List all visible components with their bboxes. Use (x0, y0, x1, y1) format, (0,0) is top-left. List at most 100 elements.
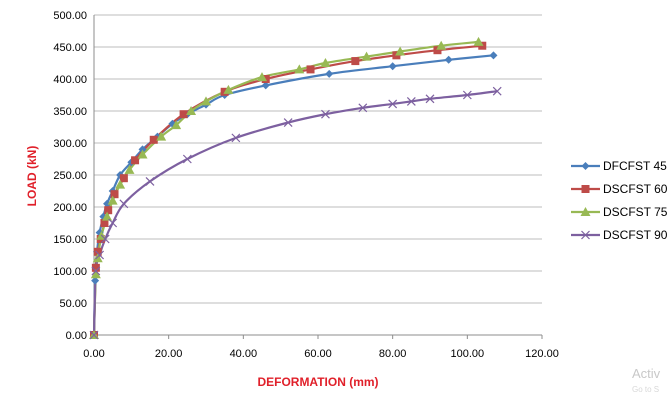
data-point (351, 57, 360, 66)
data-point (124, 164, 135, 174)
legend-item: DSCFST 75 (571, 205, 668, 219)
data-point (149, 135, 158, 144)
data-point (91, 263, 100, 272)
series-markers-dfcfst-45 (90, 51, 498, 339)
legend: DFCFST 45 DSCFST 60 DSCFST 75 DSCFST 90 (571, 159, 668, 242)
data-point (171, 120, 182, 130)
legend-item: DSCFST 90 (571, 228, 668, 242)
data-point (93, 247, 102, 256)
data-point (182, 154, 192, 164)
y-tick-label: 0.00 (66, 330, 87, 342)
x-tick-label: 0.00 (83, 348, 104, 360)
data-point (473, 36, 484, 46)
data-point (306, 65, 315, 74)
y-tick-label: 300.00 (53, 138, 87, 150)
data-point (89, 330, 99, 340)
data-point (201, 96, 211, 106)
data-point (257, 72, 267, 82)
data-point (137, 149, 148, 159)
data-point (294, 64, 305, 74)
data-point (110, 190, 119, 199)
legend-item: DFCFST 45 (571, 159, 667, 173)
data-point (361, 51, 372, 61)
data-point (358, 103, 368, 113)
data-point (321, 109, 330, 119)
data-point (388, 99, 398, 109)
data-point (115, 179, 126, 189)
data-point (91, 266, 101, 276)
data-point (156, 131, 167, 141)
x-tick-label: 20.00 (155, 348, 183, 360)
series-layer (89, 36, 502, 340)
legend-marker (581, 185, 590, 193)
grid-layer (94, 14, 542, 304)
legend-marker (581, 230, 590, 240)
y-tick-label: 150.00 (53, 234, 87, 246)
x-tick-label: 100.00 (451, 348, 485, 360)
legend-item: DSCFST 60 (571, 182, 668, 196)
legend-label: DSCFST 90 (603, 228, 668, 242)
data-point (444, 55, 453, 64)
series-line-dfcfst-45 (92, 54, 494, 336)
y-axis-title: LOAD (kN) (25, 146, 39, 207)
data-point (492, 86, 502, 96)
data-point (425, 94, 435, 104)
data-point (231, 133, 241, 143)
data-point (462, 90, 472, 100)
x-tick-label: 120.00 (525, 348, 559, 360)
data-point (489, 51, 498, 60)
data-point (108, 218, 118, 228)
data-point (186, 106, 197, 115)
legend-label: DFCFST 45 (603, 159, 667, 173)
data-point (223, 84, 234, 94)
data-point (100, 234, 110, 244)
axes-layer: 0.00 50.00 100.00 150.00 200.00 250.00 300.00 3… (53, 10, 558, 360)
x-tick-label: 40.00 (230, 348, 258, 360)
data-point (91, 276, 100, 285)
data-point (107, 195, 118, 205)
data-point (138, 145, 147, 154)
data-point (406, 96, 416, 106)
y-tick-label: 200.00 (53, 202, 87, 214)
data-point (100, 219, 109, 227)
series-line-dscfst-75 (92, 40, 479, 336)
y-tick-label: 100.00 (53, 266, 87, 278)
data-point (95, 250, 105, 260)
data-point (90, 269, 101, 279)
data-point (119, 199, 129, 209)
series-line-dscfst-60 (92, 44, 483, 336)
data-point (436, 40, 447, 50)
x-tick-label: 60.00 (304, 348, 332, 360)
data-point (320, 58, 331, 67)
data-point (145, 176, 155, 186)
data-point (388, 62, 397, 71)
watermark-text: Activ (632, 366, 661, 381)
series-line-dscfst-90 (92, 90, 498, 336)
legend-label: DSCFST 75 (603, 205, 668, 219)
y-tick-label: 400.00 (53, 74, 87, 86)
data-point (283, 118, 293, 127)
data-point (131, 156, 140, 165)
x-tick-label: 80.00 (379, 348, 407, 360)
data-point (433, 46, 442, 55)
legend-label: DSCFST 60 (603, 182, 668, 196)
y-tick-label: 250.00 (53, 170, 87, 182)
data-point (119, 174, 128, 183)
legend-marker (581, 162, 590, 170)
y-tick-label: 350.00 (53, 106, 87, 118)
x-axis-title: DEFORMATION (mm) (257, 375, 378, 389)
y-tick-label: 50.00 (59, 298, 87, 310)
data-point (261, 81, 270, 90)
data-point (103, 199, 112, 208)
data-point (179, 110, 188, 119)
data-point (325, 69, 334, 78)
data-point (104, 206, 113, 215)
data-point (102, 211, 113, 221)
series-markers-dscfst-90 (89, 86, 502, 340)
y-tick-label: 450.00 (53, 42, 87, 54)
watermark-subtext: Go to S (632, 385, 660, 394)
legend-marker (580, 207, 591, 216)
series-markers-dscfst-60 (90, 41, 487, 339)
y-tick-label: 500.00 (53, 10, 87, 22)
